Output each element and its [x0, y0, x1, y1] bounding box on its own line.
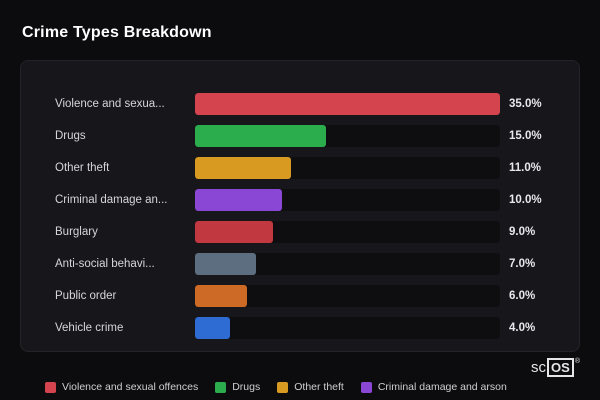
bar-fill[interactable]	[195, 285, 248, 307]
bar-label: Public order	[55, 290, 117, 302]
bar-row: Violence and sexua... 35.0%	[55, 93, 549, 115]
bar-fill[interactable]	[195, 189, 283, 211]
bar-label: Violence and sexua...	[55, 98, 165, 110]
bar-fill[interactable]	[195, 317, 230, 339]
legend-item[interactable]: Other theft	[277, 381, 344, 393]
bar-row: Burglary 9.0%	[55, 221, 549, 243]
bar-value: 11.0%	[509, 162, 541, 174]
bar-value: 4.0%	[509, 322, 536, 334]
bar-value: 9.0%	[509, 226, 536, 238]
bar-label: Vehicle crime	[55, 322, 124, 334]
bar-track	[195, 157, 500, 179]
legend-label: Violence and sexual offences	[62, 381, 199, 393]
bar-fill[interactable]	[195, 157, 291, 179]
bar-fill[interactable]	[195, 221, 274, 243]
bar-value: 10.0%	[509, 194, 542, 206]
bar-row: Vehicle crime 4.0%	[55, 317, 549, 339]
bar-fill[interactable]	[195, 93, 500, 115]
bar-label: Criminal damage an...	[55, 194, 168, 206]
bar-row: Other theft 11.0%	[55, 157, 549, 179]
bar-track	[195, 285, 500, 307]
bar-row: Public order 6.0%	[55, 285, 549, 307]
legend-swatch	[45, 381, 56, 393]
legend-item[interactable]: Violence and sexual offences	[45, 381, 198, 393]
legend-label: Drugs	[232, 381, 261, 393]
brand-logo: sc OS ®	[531, 358, 580, 377]
bar-row: Drugs 15.0%	[55, 125, 549, 147]
bar-track	[195, 221, 500, 243]
legend: Violence and sexual offences Drugs Other t…	[45, 381, 507, 393]
brand-prefix: sc	[531, 359, 547, 376]
bar-track	[195, 93, 500, 115]
bar-track	[195, 125, 500, 147]
bar-chart: Violence and sexua... 35.0% Drugs 15.0% Othe…	[55, 93, 549, 339]
legend-swatch	[215, 381, 227, 393]
legend-label: Other theft	[294, 381, 344, 393]
bar-value: 7.0%	[509, 258, 536, 270]
page-title: Crime Types Breakdown	[22, 24, 212, 41]
bar-label: Burglary	[55, 226, 98, 238]
bar-fill[interactable]	[195, 125, 326, 147]
legend-item[interactable]: Criminal damage and arson	[360, 381, 507, 393]
brand-suffix: OS	[547, 358, 574, 377]
bar-track	[195, 189, 500, 211]
bar-row: Anti-social behavi... 7.0%	[55, 253, 549, 275]
bar-value: 15.0%	[509, 130, 542, 142]
bar-value: 6.0%	[509, 290, 536, 302]
bar-value: 35.0%	[509, 98, 542, 110]
chart-card: Violence and sexua... 35.0% Drugs 15.0% Othe…	[20, 60, 580, 352]
legend-label: Criminal damage and arson	[377, 381, 507, 393]
registered-mark: ®	[574, 358, 580, 365]
bar-label: Anti-social behavi...	[55, 258, 155, 270]
bar-track	[195, 317, 500, 339]
bar-fill[interactable]	[195, 253, 256, 275]
bar-row: Criminal damage an... 10.0%	[55, 189, 549, 211]
legend-swatch	[277, 381, 289, 393]
bar-track	[195, 253, 500, 275]
legend-item[interactable]: Drugs	[215, 381, 260, 393]
bar-label: Drugs	[55, 130, 86, 142]
legend-swatch	[360, 381, 372, 393]
bar-label: Other theft	[55, 162, 110, 174]
